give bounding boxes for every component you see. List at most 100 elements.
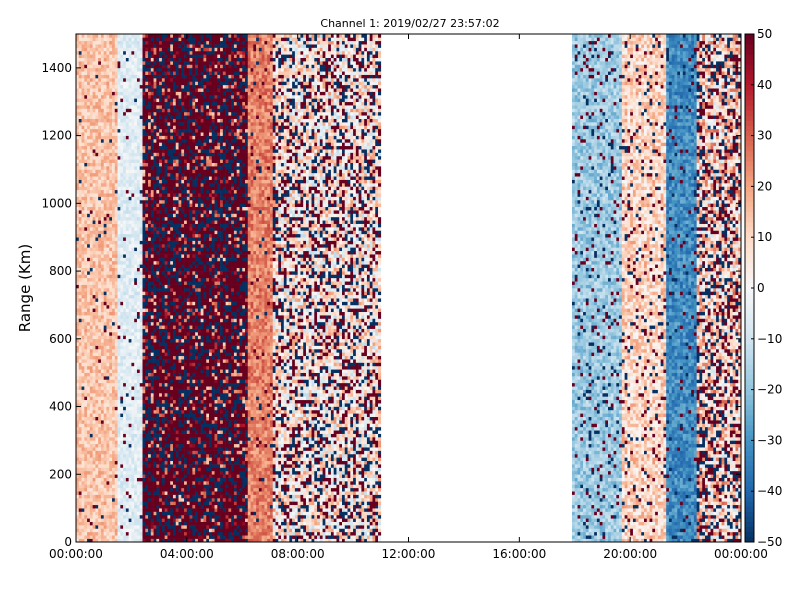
heatmap-cell	[123, 268, 126, 272]
heatmap-cell	[95, 522, 98, 526]
heatmap-cell	[154, 471, 157, 475]
heatmap-cell	[159, 139, 162, 143]
heatmap-cell	[159, 491, 162, 495]
heatmap-cell	[140, 81, 143, 85]
heatmap-cell	[151, 258, 154, 262]
heatmap-cell	[95, 376, 98, 380]
heatmap-cell	[154, 264, 157, 268]
heatmap-cell	[137, 525, 140, 529]
heatmap-cell	[145, 85, 148, 89]
heatmap-cell	[104, 478, 107, 482]
heatmap-cell	[87, 335, 90, 339]
heatmap-cell	[106, 451, 109, 455]
heatmap-cell	[79, 318, 82, 322]
heatmap-cell	[82, 75, 85, 79]
heatmap-cell	[159, 197, 162, 201]
heatmap-cell	[151, 512, 154, 516]
heatmap-cell	[82, 183, 85, 187]
heatmap-cell	[84, 193, 87, 197]
heatmap-cell	[143, 376, 146, 380]
heatmap-cell	[123, 349, 126, 353]
heatmap-cell	[140, 92, 143, 96]
heatmap-cell	[137, 98, 140, 102]
heatmap-cell	[84, 190, 87, 194]
heatmap-cell	[123, 302, 126, 306]
heatmap-cell	[109, 92, 112, 96]
heatmap-cell	[148, 403, 151, 407]
heatmap-cell	[156, 105, 159, 109]
heatmap-cell	[145, 339, 148, 343]
heatmap-cell	[140, 102, 143, 106]
heatmap-cell	[148, 64, 151, 68]
heatmap-cell	[159, 376, 162, 380]
heatmap-cell	[165, 457, 168, 461]
heatmap-cell	[87, 92, 90, 96]
heatmap-cell	[104, 505, 107, 509]
heatmap-cell	[79, 278, 82, 282]
heatmap-cell	[154, 115, 157, 119]
heatmap-cell	[145, 264, 148, 268]
heatmap-cell	[93, 430, 96, 434]
heatmap-cell	[90, 491, 93, 495]
heatmap-cell	[137, 363, 140, 367]
heatmap-cell	[87, 407, 90, 411]
heatmap-cell	[95, 258, 98, 262]
heatmap-cell	[134, 37, 137, 41]
heatmap-cell	[165, 437, 168, 441]
heatmap-cell	[162, 132, 165, 136]
heatmap-cell	[145, 447, 148, 451]
heatmap-cell	[134, 213, 137, 217]
heatmap-cell	[120, 281, 123, 285]
heatmap-cell	[126, 278, 129, 282]
heatmap-cell	[134, 373, 137, 377]
heatmap-cell	[90, 430, 93, 434]
heatmap-cell	[131, 176, 134, 180]
heatmap-cell	[129, 484, 132, 488]
heatmap-cell	[131, 329, 134, 333]
heatmap-cell	[101, 339, 104, 343]
heatmap-cell	[82, 112, 85, 116]
heatmap-cell	[106, 71, 109, 75]
heatmap-cell	[148, 197, 151, 201]
heatmap-cell	[93, 213, 96, 217]
heatmap-cell	[84, 58, 87, 62]
heatmap-cell	[87, 383, 90, 387]
heatmap-cell	[101, 68, 104, 72]
heatmap-cell	[159, 308, 162, 312]
heatmap-cell	[106, 440, 109, 444]
heatmap-cell	[101, 373, 104, 377]
heatmap-cell	[84, 159, 87, 163]
heatmap-cell	[79, 149, 82, 153]
heatmap-cell	[143, 68, 146, 72]
heatmap-cell	[154, 41, 157, 45]
heatmap-cell	[165, 525, 168, 529]
heatmap-cell	[109, 532, 112, 536]
heatmap-cell	[156, 532, 159, 536]
heatmap-cell	[104, 159, 107, 163]
heatmap-cell	[123, 139, 126, 143]
heatmap-cell	[134, 271, 137, 275]
heatmap-cell	[148, 474, 151, 478]
heatmap-cell	[154, 149, 157, 153]
heatmap-cell	[98, 193, 101, 197]
heatmap-cell	[137, 410, 140, 414]
heatmap-cell	[167, 430, 170, 434]
heatmap-cell	[129, 132, 132, 136]
heatmap-cell	[106, 295, 109, 299]
heatmap-cell	[109, 464, 112, 468]
heatmap-cell	[148, 169, 151, 173]
heatmap-cell	[106, 210, 109, 214]
heatmap-cell	[115, 112, 118, 116]
heatmap-cell	[84, 464, 87, 468]
heatmap-cell	[151, 318, 154, 322]
heatmap-cell	[115, 125, 118, 129]
heatmap-cell	[154, 335, 157, 339]
heatmap-cell	[156, 298, 159, 302]
heatmap-cell	[98, 376, 101, 380]
heatmap-cell	[154, 274, 157, 278]
heatmap-cell	[143, 146, 146, 150]
heatmap-cell	[154, 386, 157, 390]
heatmap-cell	[112, 163, 115, 167]
heatmap-cell	[148, 109, 151, 113]
heatmap-cell	[131, 423, 134, 427]
